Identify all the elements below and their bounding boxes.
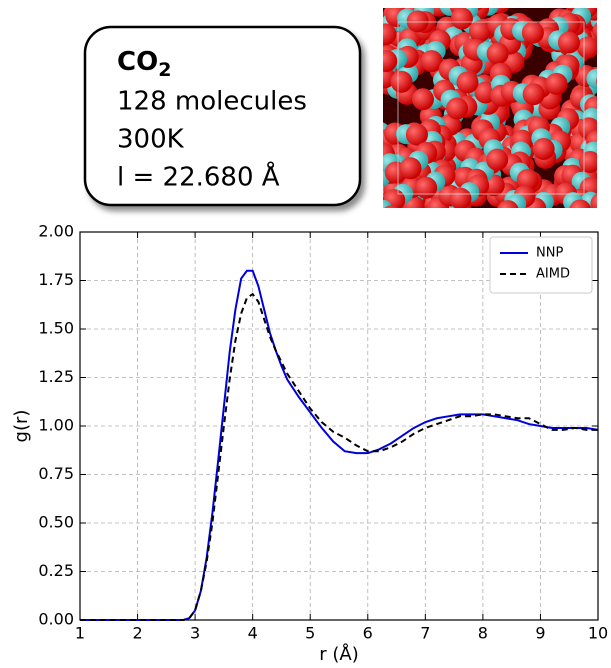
oxygen-atom	[522, 83, 545, 106]
y-tick-label: 2.00	[38, 222, 74, 241]
legend-label: NNP	[536, 246, 563, 261]
y-tick-label: 1.50	[38, 319, 74, 338]
x-tick-label: 9	[535, 624, 545, 643]
oxygen-atom	[468, 20, 491, 43]
oxygen-atom	[486, 148, 509, 171]
x-tick-label: 7	[420, 624, 430, 643]
oxygen-atom	[596, 77, 597, 86]
oxygen-atom	[384, 205, 399, 208]
oxygen-atom	[359, 171, 381, 193]
formula-text: CO	[117, 47, 158, 77]
oxygen-atom	[450, 8, 473, 30]
oxygen-atom	[406, 10, 429, 33]
y-tick-label: 0.75	[38, 464, 74, 483]
legend-box	[489, 236, 593, 294]
oxygen-atom	[516, 168, 539, 191]
x-tick-label: 6	[363, 624, 373, 643]
formula: CO2	[117, 47, 171, 81]
oxygen-atom	[456, 71, 479, 94]
oxygen-atom	[545, 72, 568, 95]
oxygen-atom	[405, 123, 428, 146]
oxygen-atom	[590, 193, 597, 208]
oxygen-atom	[383, 50, 398, 72]
carbon-atom	[383, 199, 393, 208]
oxygen-atom	[399, 157, 422, 180]
molecule-snapshot	[359, 8, 597, 208]
oxygen-atom	[399, 206, 412, 208]
oxygen-atom	[557, 31, 580, 54]
y-tick-label: 0.25	[38, 561, 74, 580]
oxygen-atom	[420, 50, 443, 73]
x-tick-label: 3	[190, 624, 200, 643]
oxygen-atom	[449, 187, 472, 208]
info-line: 300K	[117, 125, 185, 155]
oxygen-atom	[383, 123, 384, 127]
y-tick-label: 0.00	[38, 610, 74, 629]
oxygen-atom	[383, 23, 397, 46]
y-tick-label: 0.50	[38, 513, 74, 532]
oxygen-atom	[412, 88, 435, 111]
oxygen-atom	[486, 42, 509, 65]
data-line	[80, 292, 598, 621]
carbon-atom	[586, 68, 597, 89]
x-tick-label: 8	[478, 624, 488, 643]
oxygen-atom	[446, 97, 469, 120]
x-tick-label: 2	[132, 624, 142, 643]
oxygen-atom	[361, 43, 383, 65]
x-tick-label: 1	[75, 624, 85, 643]
formula-subscript: 2	[158, 59, 171, 81]
info-line: l = 22.680 Å	[117, 161, 280, 193]
info-line: 128 molecules	[117, 87, 307, 117]
oxygen-atom	[569, 199, 591, 208]
oxygen-atom	[415, 176, 438, 199]
x-tick-label: 4	[248, 624, 258, 643]
oxygen-atom	[497, 200, 519, 208]
oxygen-atom	[592, 22, 597, 40]
cell-box	[397, 21, 585, 195]
y-axis-label: g(r)	[11, 410, 32, 443]
plot: 0.00 0.25 0.50 0.75 1.00 1.25 1.50 1.75 2.00 1 2 3 4…	[11, 222, 608, 666]
y-tick-label: 1.25	[38, 367, 74, 386]
x-tick-label: 10	[588, 624, 608, 643]
x-tick-label: 5	[305, 624, 315, 643]
plot-frame	[79, 231, 599, 621]
oxygen-atom	[579, 151, 597, 173]
oxygen-atom	[576, 36, 597, 59]
x-axis-label: r (Å)	[319, 643, 358, 665]
oxygen-atom	[383, 180, 385, 192]
oxygen-atom	[532, 137, 555, 160]
legend-label: AIMD	[536, 267, 570, 282]
y-tick-label: 1.00	[38, 416, 74, 435]
data-line	[80, 269, 599, 621]
oxygen-atom	[383, 197, 385, 208]
y-tick-label: 1.75	[38, 270, 74, 289]
oxygen-atom	[521, 21, 544, 44]
info-box	[83, 25, 362, 207]
oxygen-atom	[390, 70, 413, 93]
